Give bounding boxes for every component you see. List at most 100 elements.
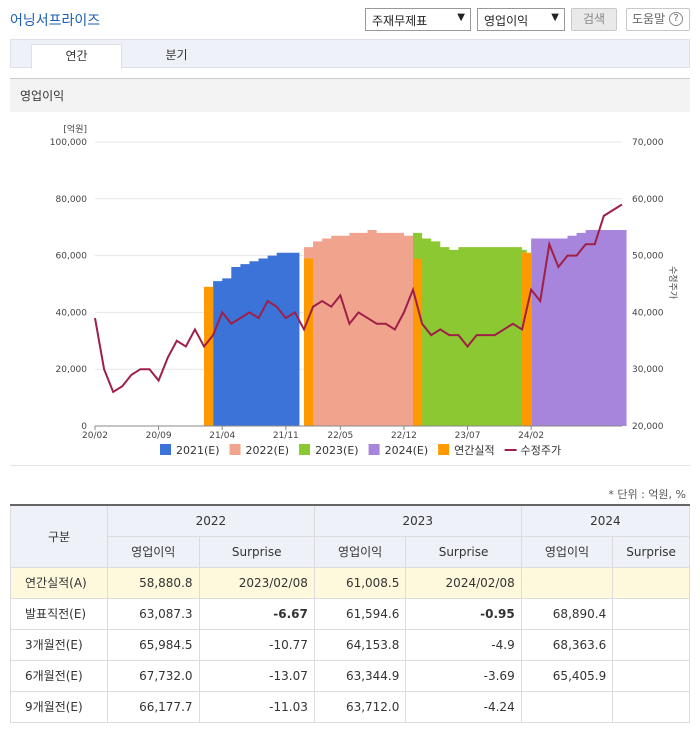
year-header: 2023 [313, 504, 522, 537]
table-row: 연간실적(A) 58,880.8 2023/02/08 61,008.5 202… [10, 566, 690, 599]
table-row: 발표직전(E) 63,087.3 -6.67 61,594.6 -0.95 68… [10, 597, 690, 630]
metric-value: 영업이익 [484, 14, 529, 28]
actual-bar [413, 258, 423, 426]
legend-label: 2023(E) [315, 444, 359, 457]
x-tick: 24/02 [518, 431, 544, 441]
legend-label: 2021(E) [176, 444, 220, 457]
estimate-area-2023(E) [413, 232, 527, 426]
table-cell: 61,594.6 [313, 597, 407, 630]
legend-label: 2022(E) [246, 444, 290, 457]
table-cell: -11.03 [198, 690, 315, 723]
table-cell: 2023/02/08 [198, 566, 315, 599]
y-right-tick: 30,000 [632, 365, 664, 375]
table-cell: 63,087.3 [107, 597, 200, 630]
table-cell [612, 659, 690, 692]
y-right-tick: 60,000 [632, 195, 664, 205]
row-label: 3개월전(E) [10, 628, 108, 661]
col-header: Surprise [405, 535, 522, 568]
table-cell [520, 566, 614, 599]
y-left-label: [억원] [63, 123, 87, 135]
price-line [94, 203, 623, 394]
y-right-tick: 20,000 [632, 422, 664, 432]
table-row: 3개월전(E) 65,984.5 -10.77 64,153.8 -4.9 68… [10, 628, 690, 661]
row-label: 9개월전(E) [10, 690, 108, 723]
page-title: 어닝서프라이즈 [10, 13, 101, 29]
x-tick: 22/05 [327, 431, 353, 441]
table-cell: -0.95 [405, 597, 522, 630]
year-header: 2024 [520, 504, 691, 537]
y-left-tick: 100,000 [50, 138, 87, 148]
y-left-tick: 80,000 [56, 195, 88, 205]
legend-label: 2024(E) [385, 444, 429, 457]
table-cell [612, 597, 690, 630]
legend-swatch [438, 444, 450, 455]
x-tick: 21/04 [209, 431, 235, 441]
table-cell: -10.77 [198, 628, 315, 661]
table-cell: -4.24 [405, 690, 522, 723]
table-cell: 2024/02/08 [405, 566, 522, 599]
y-right-tick: 70,000 [632, 138, 664, 148]
table-row: 6개월전(E) 67,732.0 -13.07 63,344.9 -3.69 6… [10, 659, 690, 692]
table-cell: 63,344.9 [313, 659, 407, 692]
table-cell: 61,008.5 [313, 566, 407, 599]
x-tick: 22/12 [391, 431, 417, 441]
price-series [94, 203, 623, 394]
actual-bar [303, 258, 314, 426]
search-button[interactable]: 검색 [571, 8, 617, 31]
chevron-down-icon: ▼ [551, 12, 559, 23]
x-tick: 20/02 [82, 431, 108, 441]
table-cell: 67,732.0 [107, 659, 200, 692]
surprise-table: 구분 2022 2023 2024 영업이익 Surprise 영업이익 Sur… [10, 504, 691, 723]
chart-axes: 0 20,000 40,000 60,000 80,000 100,000 20,000 30… [50, 123, 678, 441]
chevron-down-icon: ▼ [457, 12, 465, 23]
table-cell [520, 690, 614, 723]
col-header: 영업이익 [520, 535, 614, 568]
legend-swatch [368, 444, 380, 455]
actual-bar [522, 252, 532, 426]
legend-swatch [229, 444, 241, 455]
x-tick: 20/09 [146, 431, 172, 441]
y-left-tick: 0 [81, 422, 87, 432]
x-tick: 21/11 [273, 431, 299, 441]
col-header: 영업이익 [313, 535, 407, 568]
table-cell [612, 690, 690, 723]
chart-legend: 2021(E) 2022(E) 2023(E) 2024(E) 연간실적 수정주가 [160, 444, 561, 457]
table-cell: 68,363.6 [520, 628, 614, 661]
y-right-tick: 40,000 [632, 308, 664, 318]
metric-select[interactable]: 영업이익 ▼ [477, 8, 565, 31]
table-cell: -4.9 [405, 628, 522, 661]
actual-bars [204, 252, 532, 426]
estimate-area-2022(E) [303, 230, 418, 426]
estimate-area-2024(E) [531, 230, 627, 426]
period-tabs: 연간 분기 [10, 39, 690, 69]
tab-annual[interactable]: 연간 [31, 44, 122, 69]
table-row: 9개월전(E) 66,177.7 -11.03 63,712.0 -4.24 [10, 690, 690, 723]
table-cell: 63,712.0 [313, 690, 407, 723]
question-icon: ? [669, 12, 683, 26]
y-left-tick: 20,000 [56, 365, 88, 375]
row-label: 연간실적(A) [10, 566, 108, 599]
table-cell: 66,177.7 [107, 690, 200, 723]
y-right-label: 수정주가 [667, 266, 678, 299]
table-cell: -13.07 [198, 659, 315, 692]
table-corner: 구분 [10, 504, 108, 568]
x-tick: 23/07 [455, 431, 481, 441]
year-header: 2022 [107, 504, 315, 537]
row-label: 발표직전(E) [10, 597, 108, 630]
legend-label: 수정주가 [521, 444, 561, 457]
estimate-areas [213, 230, 627, 426]
table-cell: -6.67 [198, 597, 315, 630]
tab-quarterly[interactable]: 분기 [165, 48, 188, 62]
section-title: 영업이익 [10, 78, 690, 112]
actual-bar [204, 286, 214, 426]
row-label: 6개월전(E) [10, 659, 108, 692]
y-right-tick: 50,000 [632, 252, 664, 262]
help-button[interactable]: 도움말 ? [626, 8, 690, 31]
legend-swatch [299, 444, 311, 455]
col-header: 영업이익 [107, 535, 200, 568]
earnings-chart: 0 20,000 40,000 60,000 80,000 100,000 20,000 30… [50, 123, 678, 457]
help-label: 도움말 [632, 12, 666, 26]
table-cell: 68,890.4 [520, 597, 614, 630]
statement-type-select[interactable]: 주재무제표 ▼ [365, 8, 471, 31]
y-left-tick: 60,000 [56, 252, 88, 262]
